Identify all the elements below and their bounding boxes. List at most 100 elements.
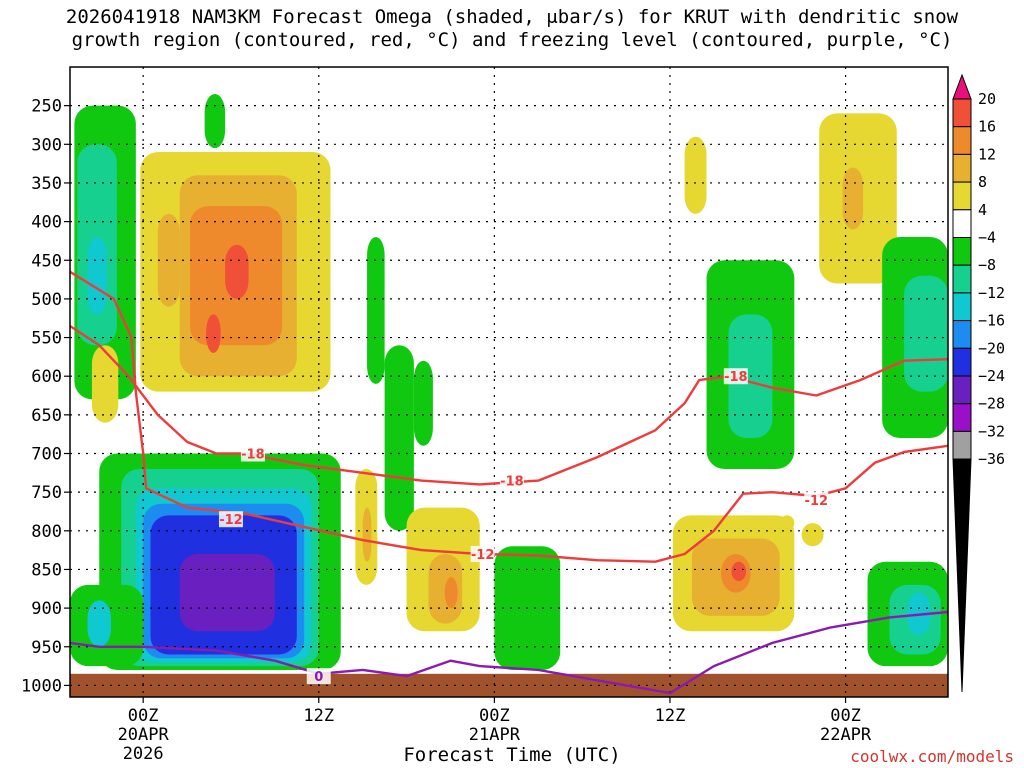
contour-label: 0 — [314, 670, 323, 685]
title-line-1: 2026041918 NAM3KM Forecast Omega (shaded… — [65, 6, 959, 28]
plot-frame — [69, 66, 949, 698]
omega-cell — [904, 275, 948, 392]
y-tick-label: 700 — [31, 445, 62, 465]
colorbar-box — [952, 181, 972, 211]
colorbar-top-arrow — [952, 73, 972, 100]
x-tick-label: 00Z — [128, 706, 159, 726]
colorbar-box — [952, 347, 972, 377]
x-tick-label: 21APR — [469, 725, 521, 745]
colorbar-box — [952, 292, 972, 322]
colorbar-box — [952, 430, 972, 460]
colorbar-label: 4 — [978, 201, 987, 219]
contour-label-bg — [470, 545, 495, 562]
omega-cell — [779, 515, 795, 531]
omega-cell — [225, 244, 249, 299]
contour-label: -12 — [805, 494, 829, 509]
omega-cell — [367, 237, 385, 384]
omega-cell — [179, 553, 275, 632]
y-tick-label: 400 — [31, 213, 62, 233]
colorbar-box — [952, 209, 972, 239]
omega-cell — [87, 600, 111, 647]
y-tick-label: 750 — [31, 483, 62, 503]
y-tick-label: 600 — [31, 367, 62, 387]
omega-cell — [362, 507, 372, 562]
x-tick-label: 00Z — [479, 706, 510, 726]
x-tick-label: 22APR — [820, 725, 872, 745]
contour-label: -18 — [724, 370, 748, 385]
omega-cell — [91, 345, 119, 423]
omega-cell — [87, 237, 107, 315]
omega-cell — [384, 345, 414, 531]
omega-cell — [157, 213, 180, 307]
colorbar-label: −24 — [978, 367, 1005, 385]
colorbar-label: −36 — [978, 450, 1005, 468]
contour-label-bg — [306, 668, 331, 685]
x-tick-label: 00Z — [830, 706, 861, 726]
contour-label: -18 — [500, 475, 524, 490]
contour-label-bg — [499, 472, 524, 489]
y-tick-label: 850 — [31, 560, 62, 580]
colorbar-label: 8 — [978, 173, 987, 191]
colorbar-box — [952, 375, 972, 405]
colorbar-label: −28 — [978, 395, 1005, 413]
y-tick-label: 650 — [31, 406, 62, 426]
x-tick-label: 20APR — [118, 725, 170, 745]
omega-cell — [413, 360, 433, 446]
contour-label-bg — [218, 511, 243, 528]
colorbar-label: 16 — [978, 118, 996, 136]
colorbar-bottom-arrow — [952, 458, 972, 693]
colorbar-label: −32 — [978, 422, 1005, 440]
x-tick-label: 12Z — [655, 706, 686, 726]
contour-lines: -18 -18 -18 -12 -12 -12 0 — [70, 270, 948, 695]
omega-cell — [731, 561, 747, 582]
colorbar-label: −16 — [978, 312, 1005, 330]
y-tick-label: 350 — [31, 174, 62, 194]
contour-label-bg — [804, 491, 829, 508]
y-tick-label: 550 — [31, 329, 62, 349]
contour-label: -12 — [471, 548, 495, 563]
y-tick-label: 250 — [31, 97, 62, 117]
x-axis-label: Forecast Time (UTC) — [403, 744, 621, 766]
credit-link[interactable]: coolwx.com/models — [850, 747, 1014, 766]
x-tick-label: 2026 — [123, 744, 164, 764]
colorbar-label: −4 — [978, 229, 996, 247]
colorbar-box — [952, 126, 972, 155]
y-tick-label: 450 — [31, 251, 62, 271]
contour-label: -12 — [219, 513, 243, 528]
gridlines — [70, 67, 948, 697]
colorbar-box — [952, 320, 972, 349]
colorbar-box — [952, 153, 972, 183]
x-tick-label: 12Z — [303, 706, 334, 726]
omega-cell — [204, 94, 226, 149]
y-tick-label: 950 — [31, 638, 62, 658]
omega-cell — [801, 523, 824, 547]
contour-label: -18 — [241, 448, 265, 463]
colorbar-label: 20 — [978, 90, 996, 108]
omega-shading — [70, 94, 948, 670]
ground-layer — [70, 673, 948, 697]
omega-cell — [444, 577, 458, 609]
y-tick-label: 900 — [31, 599, 62, 619]
colorbar-label: −20 — [978, 339, 1005, 357]
contour-label-bg — [240, 445, 265, 462]
title-line-2: growth region (contoured, red, °C) and f… — [71, 29, 953, 51]
y-tick-label: 300 — [31, 135, 62, 155]
colorbar-box — [952, 264, 972, 294]
colorbar: 20 16 12 8 4 −4 −8 −12 −16 −20 −24 −28 −32 −36 — [952, 73, 1005, 693]
colorbar-box — [952, 237, 972, 266]
y-tick-label: 500 — [31, 290, 62, 310]
y-axis: 250 300 350 400 450 500 550 600 650 700 750 800 850 9… — [21, 97, 70, 696]
contour-label-bg — [723, 368, 748, 385]
colorbar-box — [952, 98, 972, 128]
omega-cell — [684, 136, 707, 214]
y-tick-label: 800 — [31, 522, 62, 542]
colorbar-label: 12 — [978, 145, 996, 163]
contour-line — [70, 610, 948, 695]
colorbar-label: −12 — [978, 284, 1005, 302]
y-tick-label: 1000 — [21, 676, 62, 696]
colorbar-label: −8 — [978, 256, 996, 274]
chart-title: 2026041918 NAM3KM Forecast Omega (shaded… — [0, 6, 1024, 52]
colorbar-box — [952, 403, 972, 432]
